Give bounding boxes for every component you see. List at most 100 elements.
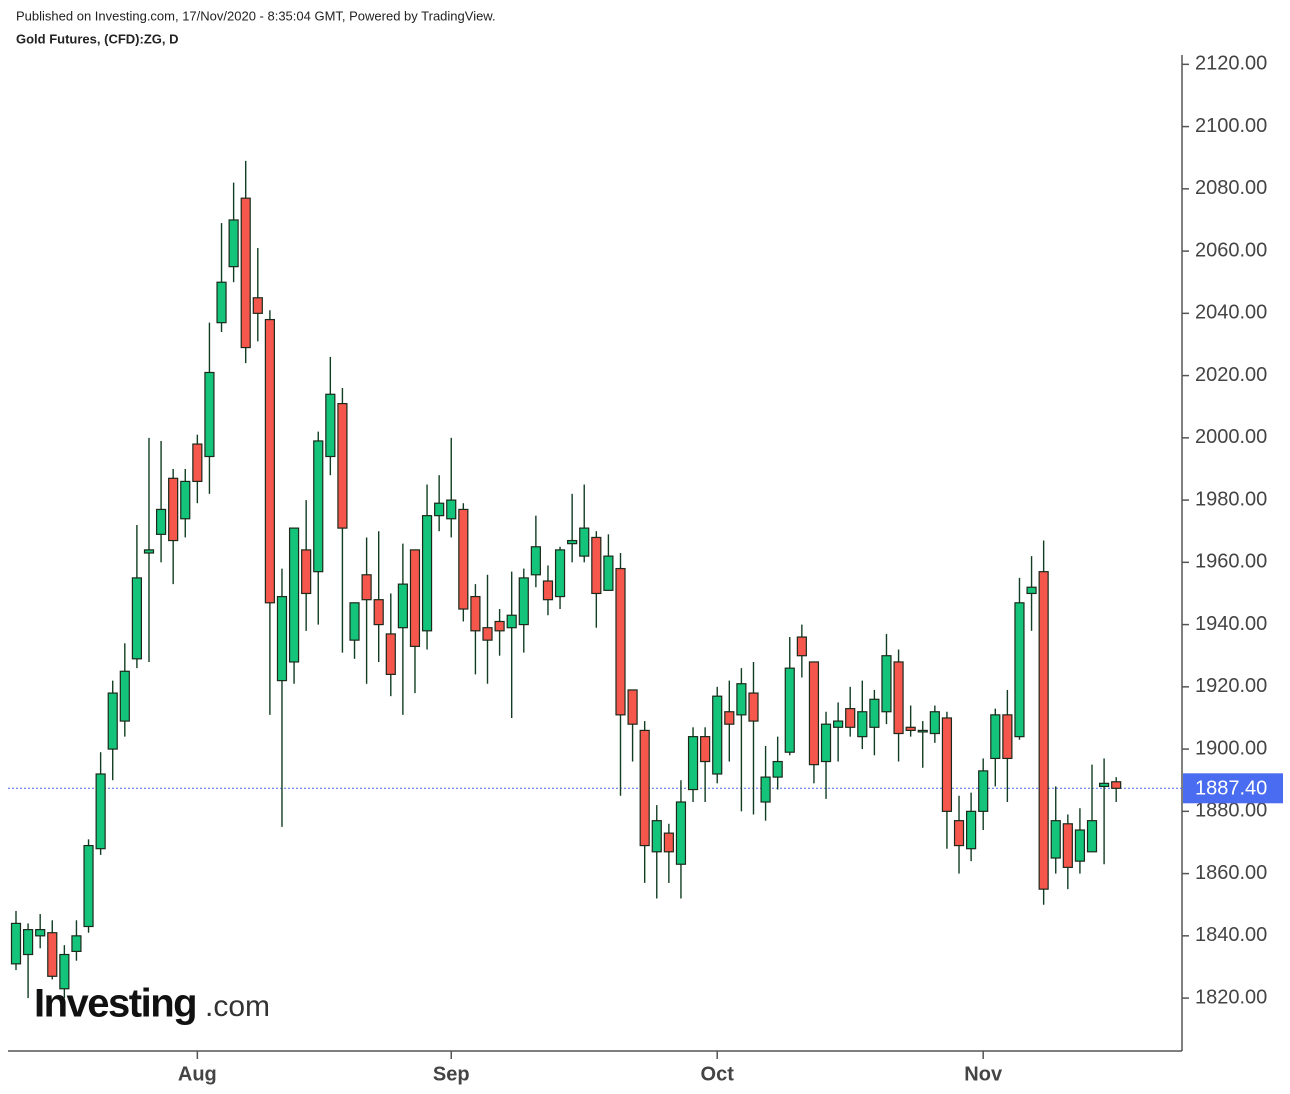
candle-body — [978, 770, 989, 812]
x-tick-label: Nov — [964, 1063, 1003, 1085]
y-tick-label: 1840.00 — [1195, 924, 1267, 946]
candle-body — [1098, 782, 1110, 788]
candle-body — [1014, 602, 1025, 738]
candle-body — [869, 698, 880, 728]
y-tick-label: 2120.00 — [1195, 53, 1267, 75]
candle-body — [554, 549, 566, 598]
candle-body — [409, 549, 421, 647]
candle-body — [808, 661, 820, 766]
y-tick-label: 1920.00 — [1195, 675, 1267, 697]
candle-body — [131, 577, 142, 660]
candle-body — [615, 567, 626, 716]
candle-body — [893, 661, 904, 735]
candle-body — [155, 508, 167, 535]
candle-body — [700, 736, 711, 763]
candle-body — [168, 477, 179, 542]
candle-body — [530, 546, 541, 576]
candle-body — [421, 515, 433, 632]
candle-body — [252, 297, 263, 314]
candle-body — [1038, 571, 1049, 890]
candle-body — [397, 583, 408, 629]
y-tick-label: 1940.00 — [1195, 613, 1267, 635]
candle-body — [941, 717, 953, 812]
candle-body — [264, 318, 275, 604]
candle-body — [446, 499, 457, 520]
logo-suffix: .com — [205, 990, 270, 1023]
candle-body — [204, 371, 215, 458]
y-tick-label: 1820.00 — [1195, 986, 1267, 1008]
candle-body — [1062, 823, 1073, 868]
y-tick-label: 1900.00 — [1195, 737, 1267, 759]
last-price-box — [1183, 773, 1283, 804]
candle-body — [506, 614, 517, 629]
candle-body — [736, 683, 747, 716]
y-tick-label: 1980.00 — [1195, 488, 1267, 510]
candle-body — [1086, 820, 1098, 853]
candle-body — [470, 595, 481, 632]
candle-body — [857, 711, 868, 738]
candle-body — [772, 760, 783, 778]
y-tick-label: 2080.00 — [1195, 177, 1267, 199]
candle-body — [929, 711, 940, 735]
candle-body — [845, 708, 856, 728]
candle-body — [349, 602, 360, 641]
candle-body — [143, 549, 155, 554]
y-tick-label: 2100.00 — [1195, 115, 1267, 137]
candle-body — [385, 633, 396, 675]
logo-brand: Investing — [34, 982, 196, 1026]
candle-body — [192, 443, 203, 483]
candle-body — [1002, 714, 1013, 760]
y-tick-label: 2000.00 — [1195, 426, 1267, 448]
candle-body — [603, 555, 614, 591]
candle-body — [337, 403, 348, 529]
candle-body — [651, 820, 662, 853]
candle-body — [276, 595, 288, 682]
y-tick-label: 2020.00 — [1195, 364, 1267, 386]
candle-body — [240, 197, 251, 349]
candle-body — [833, 720, 844, 728]
candle-body — [881, 655, 892, 713]
candle-body — [434, 502, 445, 517]
y-tick-label: 1860.00 — [1195, 862, 1267, 884]
candle-body — [458, 508, 469, 610]
candle-body — [712, 695, 723, 775]
candle-body — [95, 773, 106, 850]
candle-body — [288, 527, 300, 663]
candle-body — [1026, 586, 1037, 595]
candle-body — [59, 953, 70, 990]
candle-body — [180, 480, 191, 520]
candle-body — [216, 281, 227, 324]
candle-body — [627, 689, 638, 725]
candle-body — [494, 620, 505, 632]
candle-body — [796, 636, 807, 657]
candle-body — [301, 549, 312, 595]
candle-body — [724, 711, 735, 725]
chart-title: Gold Futures, (CFD):ZG, D — [16, 31, 178, 46]
y-tick-label: 1960.00 — [1195, 551, 1267, 573]
candle-body — [1111, 781, 1122, 789]
candle-body — [542, 580, 554, 601]
y-tick-label: 2060.00 — [1195, 239, 1267, 261]
candle-body — [639, 729, 650, 847]
candle-body — [748, 692, 759, 722]
x-tick-label: Oct — [701, 1063, 735, 1085]
candle-body — [953, 820, 965, 847]
candle-body — [820, 723, 832, 763]
last-price-label: 1887.40 — [1195, 778, 1267, 800]
candle-body — [228, 219, 239, 268]
candle-body — [567, 539, 578, 545]
candle-body — [966, 810, 977, 850]
candle-body — [990, 714, 1001, 760]
candle-body — [35, 929, 46, 937]
candle-body — [83, 844, 94, 928]
candle-body — [119, 670, 130, 722]
x-tick-label: Aug — [178, 1063, 217, 1085]
candle-body — [917, 729, 928, 733]
candle-body — [313, 440, 324, 573]
x-tick-label: Sep — [433, 1063, 470, 1085]
candle-body — [373, 599, 384, 626]
candle-body — [518, 577, 529, 626]
candle-body — [579, 527, 590, 557]
candle-body — [47, 932, 58, 977]
candle-body — [107, 692, 118, 750]
